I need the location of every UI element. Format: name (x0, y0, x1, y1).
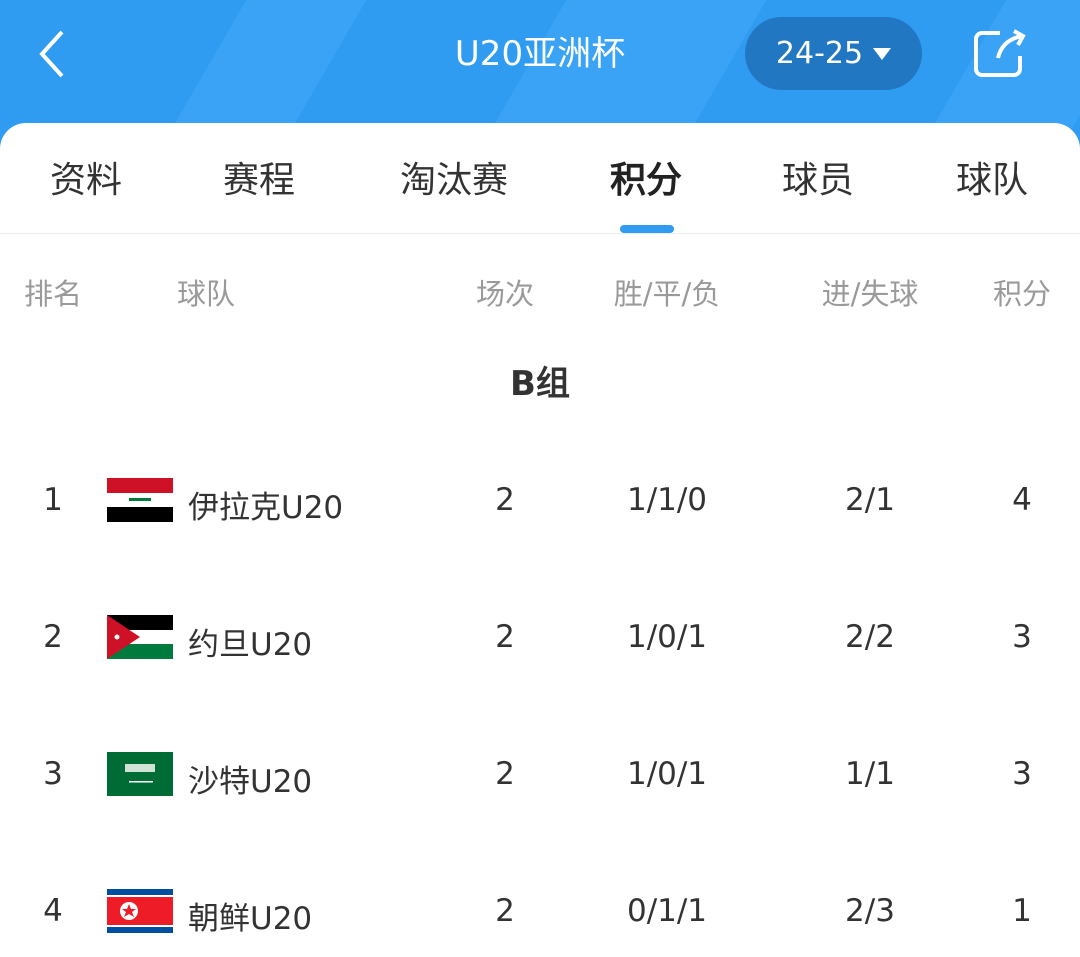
rank: 1 (43, 482, 63, 518)
col-rank: 排名 (23, 277, 83, 311)
played: 2 (495, 619, 515, 655)
col-wdl: 胜/平/负 (613, 277, 721, 311)
table-row[interactable]: 4 朝鲜U20 2 0/1/1 2/3 1 (0, 881, 1080, 941)
wdl: 1/1/0 (626, 482, 708, 518)
page-title: U20亚洲杯 (454, 34, 626, 74)
rank: 3 (43, 756, 63, 792)
tab-schedule[interactable]: 赛程 (222, 160, 296, 201)
goals: 2/3 (845, 893, 895, 929)
team-name[interactable]: 伊拉克U20 (188, 490, 344, 526)
played: 2 (495, 893, 515, 929)
saudi-arabia-flag-icon (107, 752, 173, 796)
table-row[interactable]: 3 沙特U20 2 1/0/1 1/1 3 (0, 744, 1080, 804)
chevron-left-icon[interactable] (36, 28, 76, 80)
rank: 4 (43, 893, 63, 929)
north-korea-flag-icon (107, 889, 173, 933)
caret-down-icon (873, 47, 892, 60)
wdl: 1/0/1 (626, 619, 708, 655)
table-row[interactable]: 2 约旦U20 2 1/0/1 2/2 3 (0, 607, 1080, 667)
tab-knockout[interactable]: 淘汰赛 (399, 160, 509, 201)
iraq-flag-icon (107, 478, 173, 522)
group-title: B组 (510, 364, 570, 404)
divider (0, 233, 1080, 234)
team-name[interactable]: 约旦U20 (188, 627, 313, 663)
jordan-flag-icon (107, 615, 173, 659)
col-team: 球队 (176, 277, 236, 311)
points: 4 (1012, 482, 1032, 518)
goals: 1/1 (845, 756, 895, 792)
points: 3 (1012, 619, 1032, 655)
tab-info[interactable]: 资料 (49, 160, 123, 201)
season-label: 24-25 (775, 36, 864, 71)
col-points: 积分 (992, 277, 1052, 311)
share-icon[interactable] (972, 28, 1030, 80)
goals: 2/1 (845, 482, 895, 518)
tab-bar: 资料 赛程 淘汰赛 积分 球员 球队 (0, 151, 1080, 207)
wdl: 0/1/1 (626, 893, 708, 929)
wdl: 1/0/1 (626, 756, 708, 792)
tab-teams[interactable]: 球队 (955, 160, 1029, 201)
standings-card: 资料 赛程 淘汰赛 积分 球员 球队 排名 球队 场次 胜/平/负 进/失球 积… (0, 123, 1080, 957)
season-selector[interactable]: 24-25 (745, 17, 922, 90)
tab-standings[interactable]: 积分 (609, 160, 683, 201)
played: 2 (495, 756, 515, 792)
played: 2 (495, 482, 515, 518)
active-tab-indicator (620, 225, 674, 233)
table-row[interactable]: 1 伊拉克U20 2 1/1/0 2/1 4 (0, 470, 1080, 530)
points: 3 (1012, 756, 1032, 792)
points: 1 (1012, 893, 1032, 929)
rank: 2 (43, 619, 63, 655)
team-name[interactable]: 沙特U20 (188, 764, 313, 800)
goals: 2/2 (845, 619, 895, 655)
col-played: 场次 (475, 277, 535, 311)
tab-players[interactable]: 球员 (781, 160, 855, 201)
team-name[interactable]: 朝鲜U20 (188, 901, 313, 937)
col-goals: 进/失球 (821, 277, 919, 311)
